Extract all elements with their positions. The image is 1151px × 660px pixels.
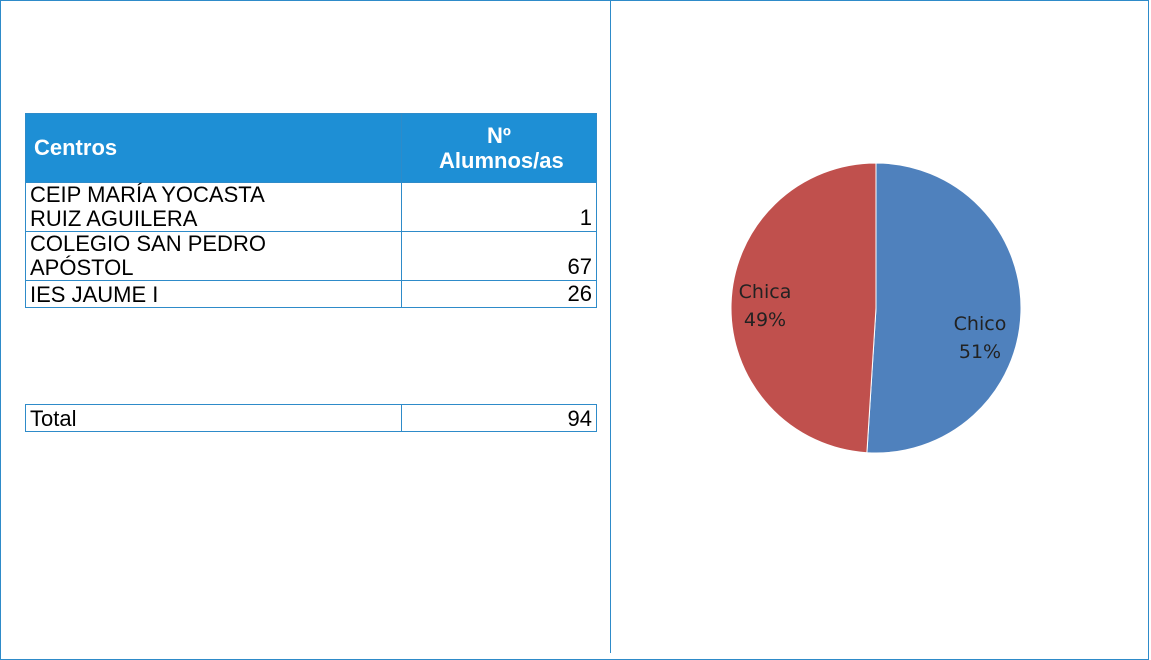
center-name: IES JAUME I (30, 282, 159, 307)
count-cell: 67 (401, 231, 597, 281)
count-cell: 26 (401, 280, 597, 308)
divider (610, 0, 611, 653)
total-label: Total (25, 404, 402, 432)
header-row: Centros Nº Alumnos/as (25, 113, 597, 183)
table-row: IES JAUME I 26 (25, 280, 597, 308)
pie-chart: Chico 51% Chica 49% (730, 162, 1022, 454)
center-name: COLEGIO SAN PEDRO APÓSTOL (30, 231, 266, 280)
slice-label: Chico (954, 313, 1007, 335)
header-cell: Centros (25, 113, 402, 183)
table-row: CEIP MARÍA YOCASTA RUIZ AGUILERA 1 (25, 182, 597, 232)
center-cell: IES JAUME I (25, 280, 402, 308)
slice-value-label: 51% (959, 341, 1001, 363)
total-row: Total 94 (25, 404, 597, 432)
header-text: Nº Alumnos/as (439, 123, 564, 173)
total-table: Total 94 (25, 404, 597, 432)
pie-slice (866, 162, 1022, 454)
center-cell: CEIP MARÍA YOCASTA RUIZ AGUILERA (25, 182, 402, 232)
center-cell: COLEGIO SAN PEDRO APÓSTOL (25, 231, 402, 281)
table-row: COLEGIO SAN PEDRO APÓSTOL 67 (25, 231, 597, 281)
slice-label: Chica (739, 281, 792, 303)
centers-table: Centros Nº Alumnos/as CEIP MARÍA YOCASTA… (25, 113, 597, 308)
pie-slice (730, 162, 877, 454)
header-cell: Nº Alumnos/as (401, 113, 597, 183)
total-value: 94 (401, 404, 597, 432)
center-name: CEIP MARÍA YOCASTA RUIZ AGUILERA (30, 182, 264, 231)
count-cell: 1 (401, 182, 597, 232)
slice-value-label: 49% (744, 309, 786, 331)
